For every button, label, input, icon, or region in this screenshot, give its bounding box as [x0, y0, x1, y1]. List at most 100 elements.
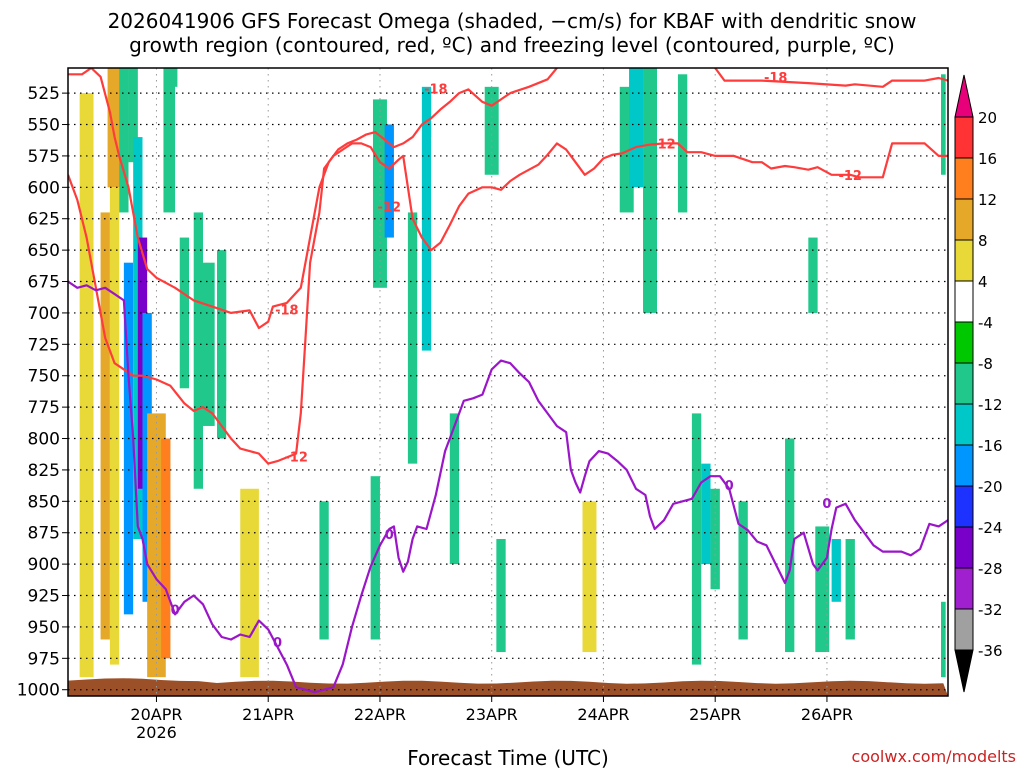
y-tick-label: 825: [28, 461, 60, 481]
omega-cell: [466, 68, 481, 188]
colorbar-label: -12: [978, 396, 1003, 414]
dgz-label: -12: [284, 450, 308, 465]
omega-cell: [449, 413, 460, 565]
colorbar-swatch: [954, 526, 974, 569]
y-tick-label: 800: [28, 430, 60, 450]
omega-cell: [582, 501, 597, 653]
colorbar-swatch: [954, 362, 974, 405]
x-tick-label: 24APR: [577, 705, 629, 724]
omega-cell: [710, 488, 720, 590]
y-tick-label: 750: [28, 367, 60, 387]
colorbar-label: 4: [978, 273, 988, 291]
omega-cell: [677, 74, 688, 213]
omega-cell: [484, 86, 499, 175]
contour-labels: -18 -18 -18 -12 -12 -12 -12 0 0 0 0 0: [171, 71, 862, 651]
dgz-label: -12: [838, 169, 862, 184]
x-tick-label: 25APR: [689, 705, 741, 724]
y-tick-label: 875: [28, 524, 60, 544]
omega-cell: [107, 68, 122, 188]
colorbar-swatch: [954, 157, 974, 200]
omega-cell: [738, 501, 748, 640]
colorbar-swatch: [954, 608, 974, 651]
y-tick-label: 725: [28, 335, 60, 355]
omega-cell: [319, 501, 329, 640]
freezing-label: 0: [822, 497, 831, 512]
omega-cell: [79, 93, 94, 678]
y-tick-label: 850: [28, 492, 60, 512]
colorbar-label: -20: [978, 478, 1003, 496]
omega-cell: [396, 74, 411, 188]
colorbar-swatch: [954, 567, 974, 610]
dgz-label: -18: [275, 303, 299, 318]
omega-cell: [701, 463, 711, 565]
y-tick-label: 925: [28, 587, 60, 607]
colorbar-swatch: [954, 321, 974, 364]
omega-cell: [785, 438, 795, 653]
dgz-contour-upper-east: [714, 68, 948, 88]
omega-cell: [384, 124, 394, 238]
colorbar-label: 20: [978, 109, 997, 127]
dgz-label: -18: [764, 71, 788, 86]
x-tick-label: 20APR: [130, 705, 182, 724]
y-tick-label: 700: [28, 304, 60, 324]
plot-frame: [67, 67, 949, 697]
x-tick-label: 23APR: [466, 705, 518, 724]
omega-shading: [68, 68, 946, 678]
colorbar-swatch: [954, 116, 974, 159]
freezing-label: 0: [273, 636, 282, 651]
omega-cell: [226, 400, 236, 678]
omega-cell: [193, 212, 204, 489]
omega-cell: [407, 212, 418, 464]
freezing-label: 0: [171, 604, 180, 619]
omega-cell: [137, 237, 148, 489]
y-tick-label: 775: [28, 398, 60, 418]
colorbar-swatch: [954, 280, 974, 323]
colorbar-label: -16: [978, 437, 1003, 455]
omega-cell: [161, 438, 171, 659]
chart-title-line1: 2026041906 GFS Forecast Omega (shaded, −…: [108, 9, 917, 33]
y-tick-label: 900: [28, 555, 60, 575]
colorbar-label: -24: [978, 519, 1003, 537]
omega-cell: [163, 68, 178, 213]
omega-cell: [372, 99, 387, 288]
colorbar-swatch: [954, 485, 974, 528]
omega-cell: [240, 488, 259, 678]
colorbar-swatch: [954, 198, 974, 241]
colorbar-label: 8: [978, 232, 988, 250]
omega-cell: [831, 539, 841, 602]
y-tick-label: 575: [28, 147, 60, 167]
omega-cell: [179, 237, 190, 389]
colorbar-label: -4: [978, 314, 993, 332]
x-tick-label: 22APR: [354, 705, 406, 724]
omega-cell: [517, 68, 532, 150]
contour-lines: [68, 68, 948, 694]
y-tick-label: 550: [28, 116, 60, 136]
y-tick-label: 650: [28, 241, 60, 261]
omega-cell: [643, 68, 657, 313]
omega-cell: [119, 68, 129, 213]
colorbar-label: -28: [978, 560, 1003, 578]
omega-cell: [263, 363, 273, 665]
colorbar-label: -36: [978, 642, 1003, 660]
omega-cell: [629, 68, 644, 188]
colorbar-label: 16: [978, 150, 997, 168]
colorbar-label: -32: [978, 601, 1003, 619]
y-tick-label: 1000: [17, 681, 60, 701]
chart-title-line2: growth region (contoured, red, ºC) and f…: [129, 33, 895, 57]
terrain-polygon: [68, 678, 948, 696]
x-tick-sublabel: 2026: [136, 723, 177, 742]
colorbar: 20 16 12 8 4 -4 -8 -12 -16 -20 -24 -28 -32 -36: [954, 74, 1003, 693]
colorbar-swatch: [954, 403, 974, 446]
omega-cell: [556, 187, 567, 339]
omega-cell: [109, 187, 120, 665]
omega-cell: [542, 526, 553, 615]
omega-cell: [941, 74, 946, 175]
x-tick-label: 26APR: [801, 705, 853, 724]
dgz-label: -18: [424, 82, 448, 97]
omega-cell: [175, 86, 185, 238]
dgz-label: -12: [652, 138, 676, 153]
omega-cell: [100, 212, 110, 640]
y-tick-label: 600: [28, 178, 60, 198]
